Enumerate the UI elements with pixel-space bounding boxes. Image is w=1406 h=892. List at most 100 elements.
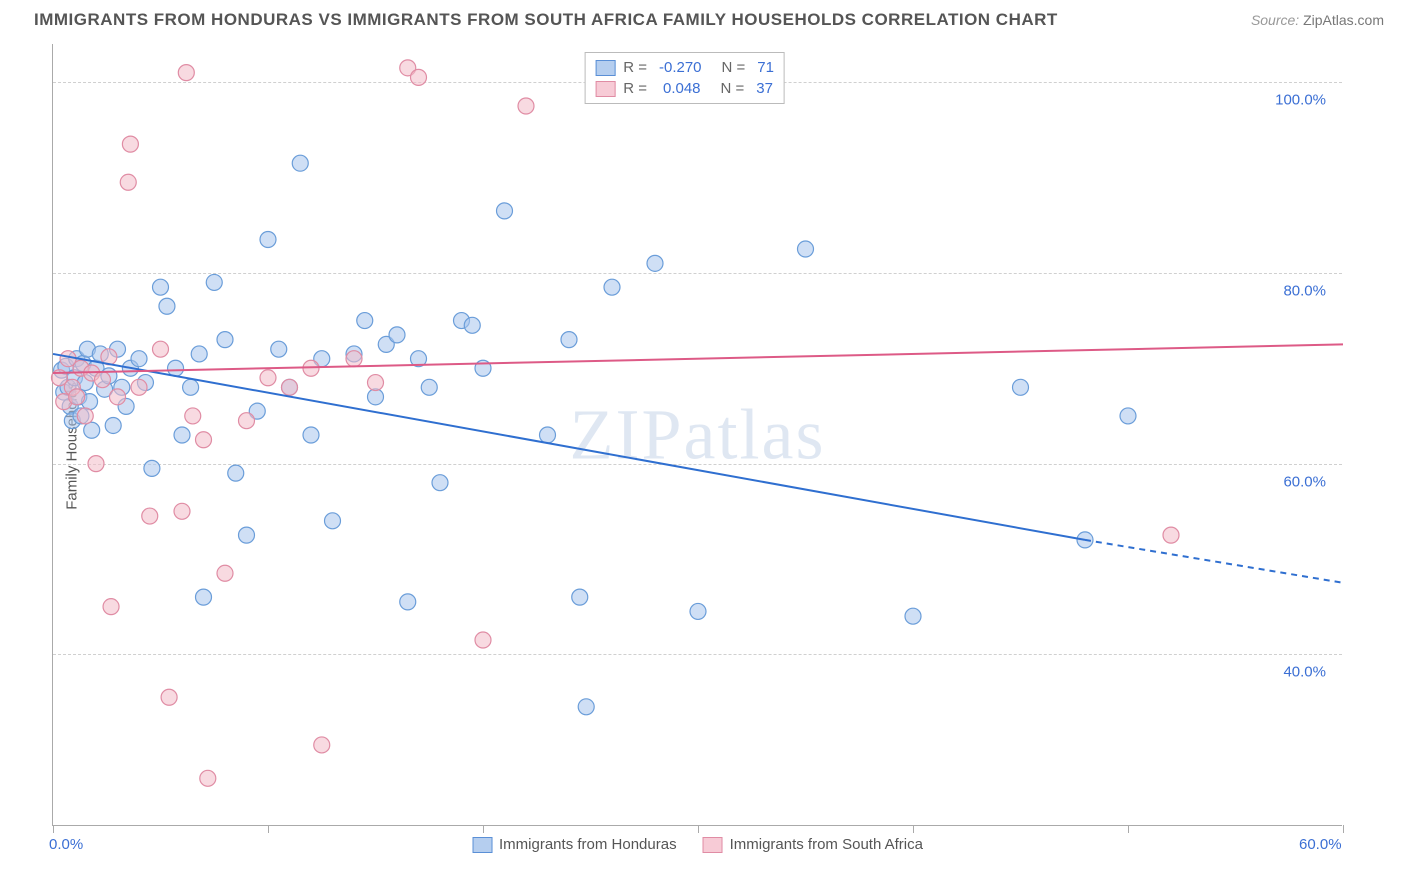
- r-label: R =: [623, 80, 647, 97]
- data-point: [174, 427, 190, 443]
- data-point: [518, 98, 534, 114]
- swatch-pink-icon: [595, 81, 615, 97]
- data-point: [159, 298, 175, 314]
- data-point: [239, 527, 255, 543]
- data-point: [200, 770, 216, 786]
- n-label: N =: [721, 80, 745, 97]
- data-point: [475, 632, 491, 648]
- data-point: [142, 508, 158, 524]
- data-point: [432, 475, 448, 491]
- data-point: [120, 174, 136, 190]
- data-point: [411, 69, 427, 85]
- data-point: [131, 351, 147, 367]
- n-value-southafrica: 37: [756, 80, 773, 97]
- data-point: [168, 360, 184, 376]
- data-point: [103, 599, 119, 615]
- data-point: [303, 427, 319, 443]
- data-point: [572, 589, 588, 605]
- data-point: [368, 389, 384, 405]
- data-point: [561, 332, 577, 348]
- x-tick: [268, 825, 269, 833]
- data-point: [84, 422, 100, 438]
- scatter-svg: [53, 44, 1342, 825]
- data-point: [260, 232, 276, 248]
- data-point: [260, 370, 276, 386]
- source-credit: Source: ZipAtlas.com: [1251, 12, 1384, 28]
- data-point: [540, 427, 556, 443]
- x-tick: [53, 825, 54, 833]
- data-point: [314, 737, 330, 753]
- data-point: [346, 351, 362, 367]
- x-tick: [698, 825, 699, 833]
- data-point: [105, 417, 121, 433]
- data-point: [690, 603, 706, 619]
- legend-row-honduras: R = -0.270 N = 71: [595, 57, 774, 78]
- data-point: [144, 460, 160, 476]
- x-tick: [913, 825, 914, 833]
- data-point: [421, 379, 437, 395]
- data-point: [325, 513, 341, 529]
- data-point: [174, 503, 190, 519]
- data-point: [239, 413, 255, 429]
- r-label: R =: [623, 59, 647, 76]
- data-point: [578, 699, 594, 715]
- data-point: [88, 456, 104, 472]
- trend-line: [53, 344, 1343, 373]
- data-point: [110, 389, 126, 405]
- plot-area: ZIPatlas 40.0%60.0%80.0%100.0%0.0%60.0% …: [52, 44, 1342, 826]
- data-point: [185, 408, 201, 424]
- x-tick: [483, 825, 484, 833]
- data-point: [282, 379, 298, 395]
- data-point: [153, 341, 169, 357]
- data-point: [292, 155, 308, 171]
- source-value: ZipAtlas.com: [1303, 12, 1384, 28]
- data-point: [69, 389, 85, 405]
- x-tick: [1343, 825, 1344, 833]
- legend-series: Immigrants from Honduras Immigrants from…: [472, 836, 923, 853]
- series-name-southafrica: Immigrants from South Africa: [730, 836, 923, 853]
- legend-item-southafrica: Immigrants from South Africa: [703, 836, 923, 853]
- legend-row-southafrica: R = 0.048 N = 37: [595, 78, 774, 99]
- data-point: [94, 372, 110, 388]
- data-point: [1120, 408, 1136, 424]
- n-value-honduras: 71: [757, 59, 774, 76]
- data-point: [271, 341, 287, 357]
- source-label: Source:: [1251, 12, 1299, 28]
- data-point: [1013, 379, 1029, 395]
- data-point: [196, 432, 212, 448]
- data-point: [604, 279, 620, 295]
- x-tick-label: 60.0%: [1299, 836, 1342, 853]
- legend-item-honduras: Immigrants from Honduras: [472, 836, 677, 853]
- swatch-blue-icon: [472, 837, 492, 853]
- data-point: [206, 274, 222, 290]
- data-point: [497, 203, 513, 219]
- data-point: [191, 346, 207, 362]
- series-name-honduras: Immigrants from Honduras: [499, 836, 677, 853]
- data-point: [178, 65, 194, 81]
- legend-correlation: R = -0.270 N = 71 R = 0.048 N = 37: [584, 52, 785, 104]
- data-point: [217, 332, 233, 348]
- data-point: [357, 313, 373, 329]
- data-point: [400, 594, 416, 610]
- data-point: [905, 608, 921, 624]
- data-point: [153, 279, 169, 295]
- data-point: [368, 375, 384, 391]
- data-point: [389, 327, 405, 343]
- data-point: [464, 317, 480, 333]
- data-point: [183, 379, 199, 395]
- x-tick-label: 0.0%: [49, 836, 83, 853]
- data-point: [1163, 527, 1179, 543]
- trend-line-extrapolated: [1085, 540, 1343, 583]
- r-value-southafrica: 0.048: [663, 80, 701, 97]
- r-value-honduras: -0.270: [659, 59, 702, 76]
- data-point: [228, 465, 244, 481]
- x-tick: [1128, 825, 1129, 833]
- data-point: [196, 589, 212, 605]
- swatch-blue-icon: [595, 60, 615, 76]
- chart-title: IMMIGRANTS FROM HONDURAS VS IMMIGRANTS F…: [34, 10, 1058, 30]
- data-point: [131, 379, 147, 395]
- data-point: [798, 241, 814, 257]
- data-point: [647, 255, 663, 271]
- n-label: N =: [722, 59, 746, 76]
- data-point: [161, 689, 177, 705]
